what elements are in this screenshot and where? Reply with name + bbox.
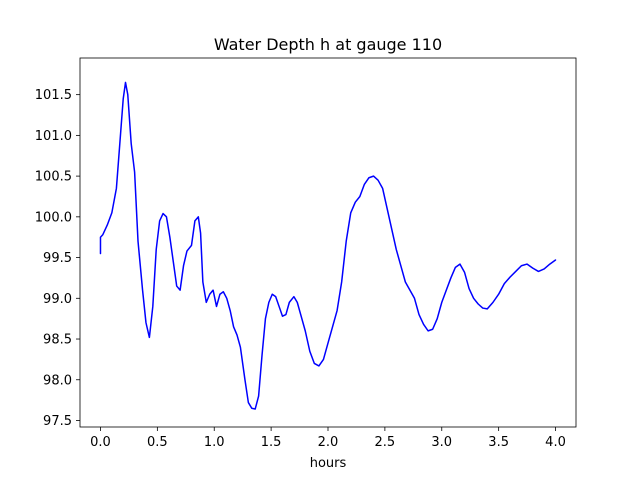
y-tick-label: 98.5 xyxy=(43,333,72,348)
y-tick-label: 99.5 xyxy=(43,251,72,266)
x-tick-label: 1.0 xyxy=(204,435,225,450)
y-tick-label: 98.0 xyxy=(43,373,72,388)
y-tick-label: 100.5 xyxy=(35,170,72,185)
chart-title: Water Depth h at gauge 110 xyxy=(214,35,442,54)
x-tick-label: 0.5 xyxy=(147,435,168,450)
x-tick-label: 4.0 xyxy=(545,435,566,450)
y-tick-label: 100.0 xyxy=(35,210,72,225)
x-tick-label: 1.5 xyxy=(261,435,282,450)
series-line xyxy=(99,81,557,410)
y-tick-label: 101.5 xyxy=(35,88,72,103)
x-tick-label: 2.0 xyxy=(318,435,339,450)
y-axis: 97.5 98.0 98.5 99.0 99.5 100.0 100.5 101.0 101.5 xyxy=(35,88,80,429)
x-axis: 0.0 0.5 1.0 1.5 2.0 2.5 3.0 3.5 4.0 xyxy=(90,427,566,450)
plot-area xyxy=(79,57,577,428)
plot-frame xyxy=(79,57,577,428)
x-tick-label: 2.5 xyxy=(375,435,396,450)
y-tick-label: 99.0 xyxy=(43,292,72,307)
y-tick-label: 97.5 xyxy=(43,414,72,429)
y-tick-label: 101.0 xyxy=(35,129,72,144)
x-tick-label: 3.0 xyxy=(431,435,452,450)
x-tick-label: 3.5 xyxy=(488,435,509,450)
x-axis-label: hours xyxy=(310,456,347,471)
x-tick-label: 0.0 xyxy=(90,435,111,450)
